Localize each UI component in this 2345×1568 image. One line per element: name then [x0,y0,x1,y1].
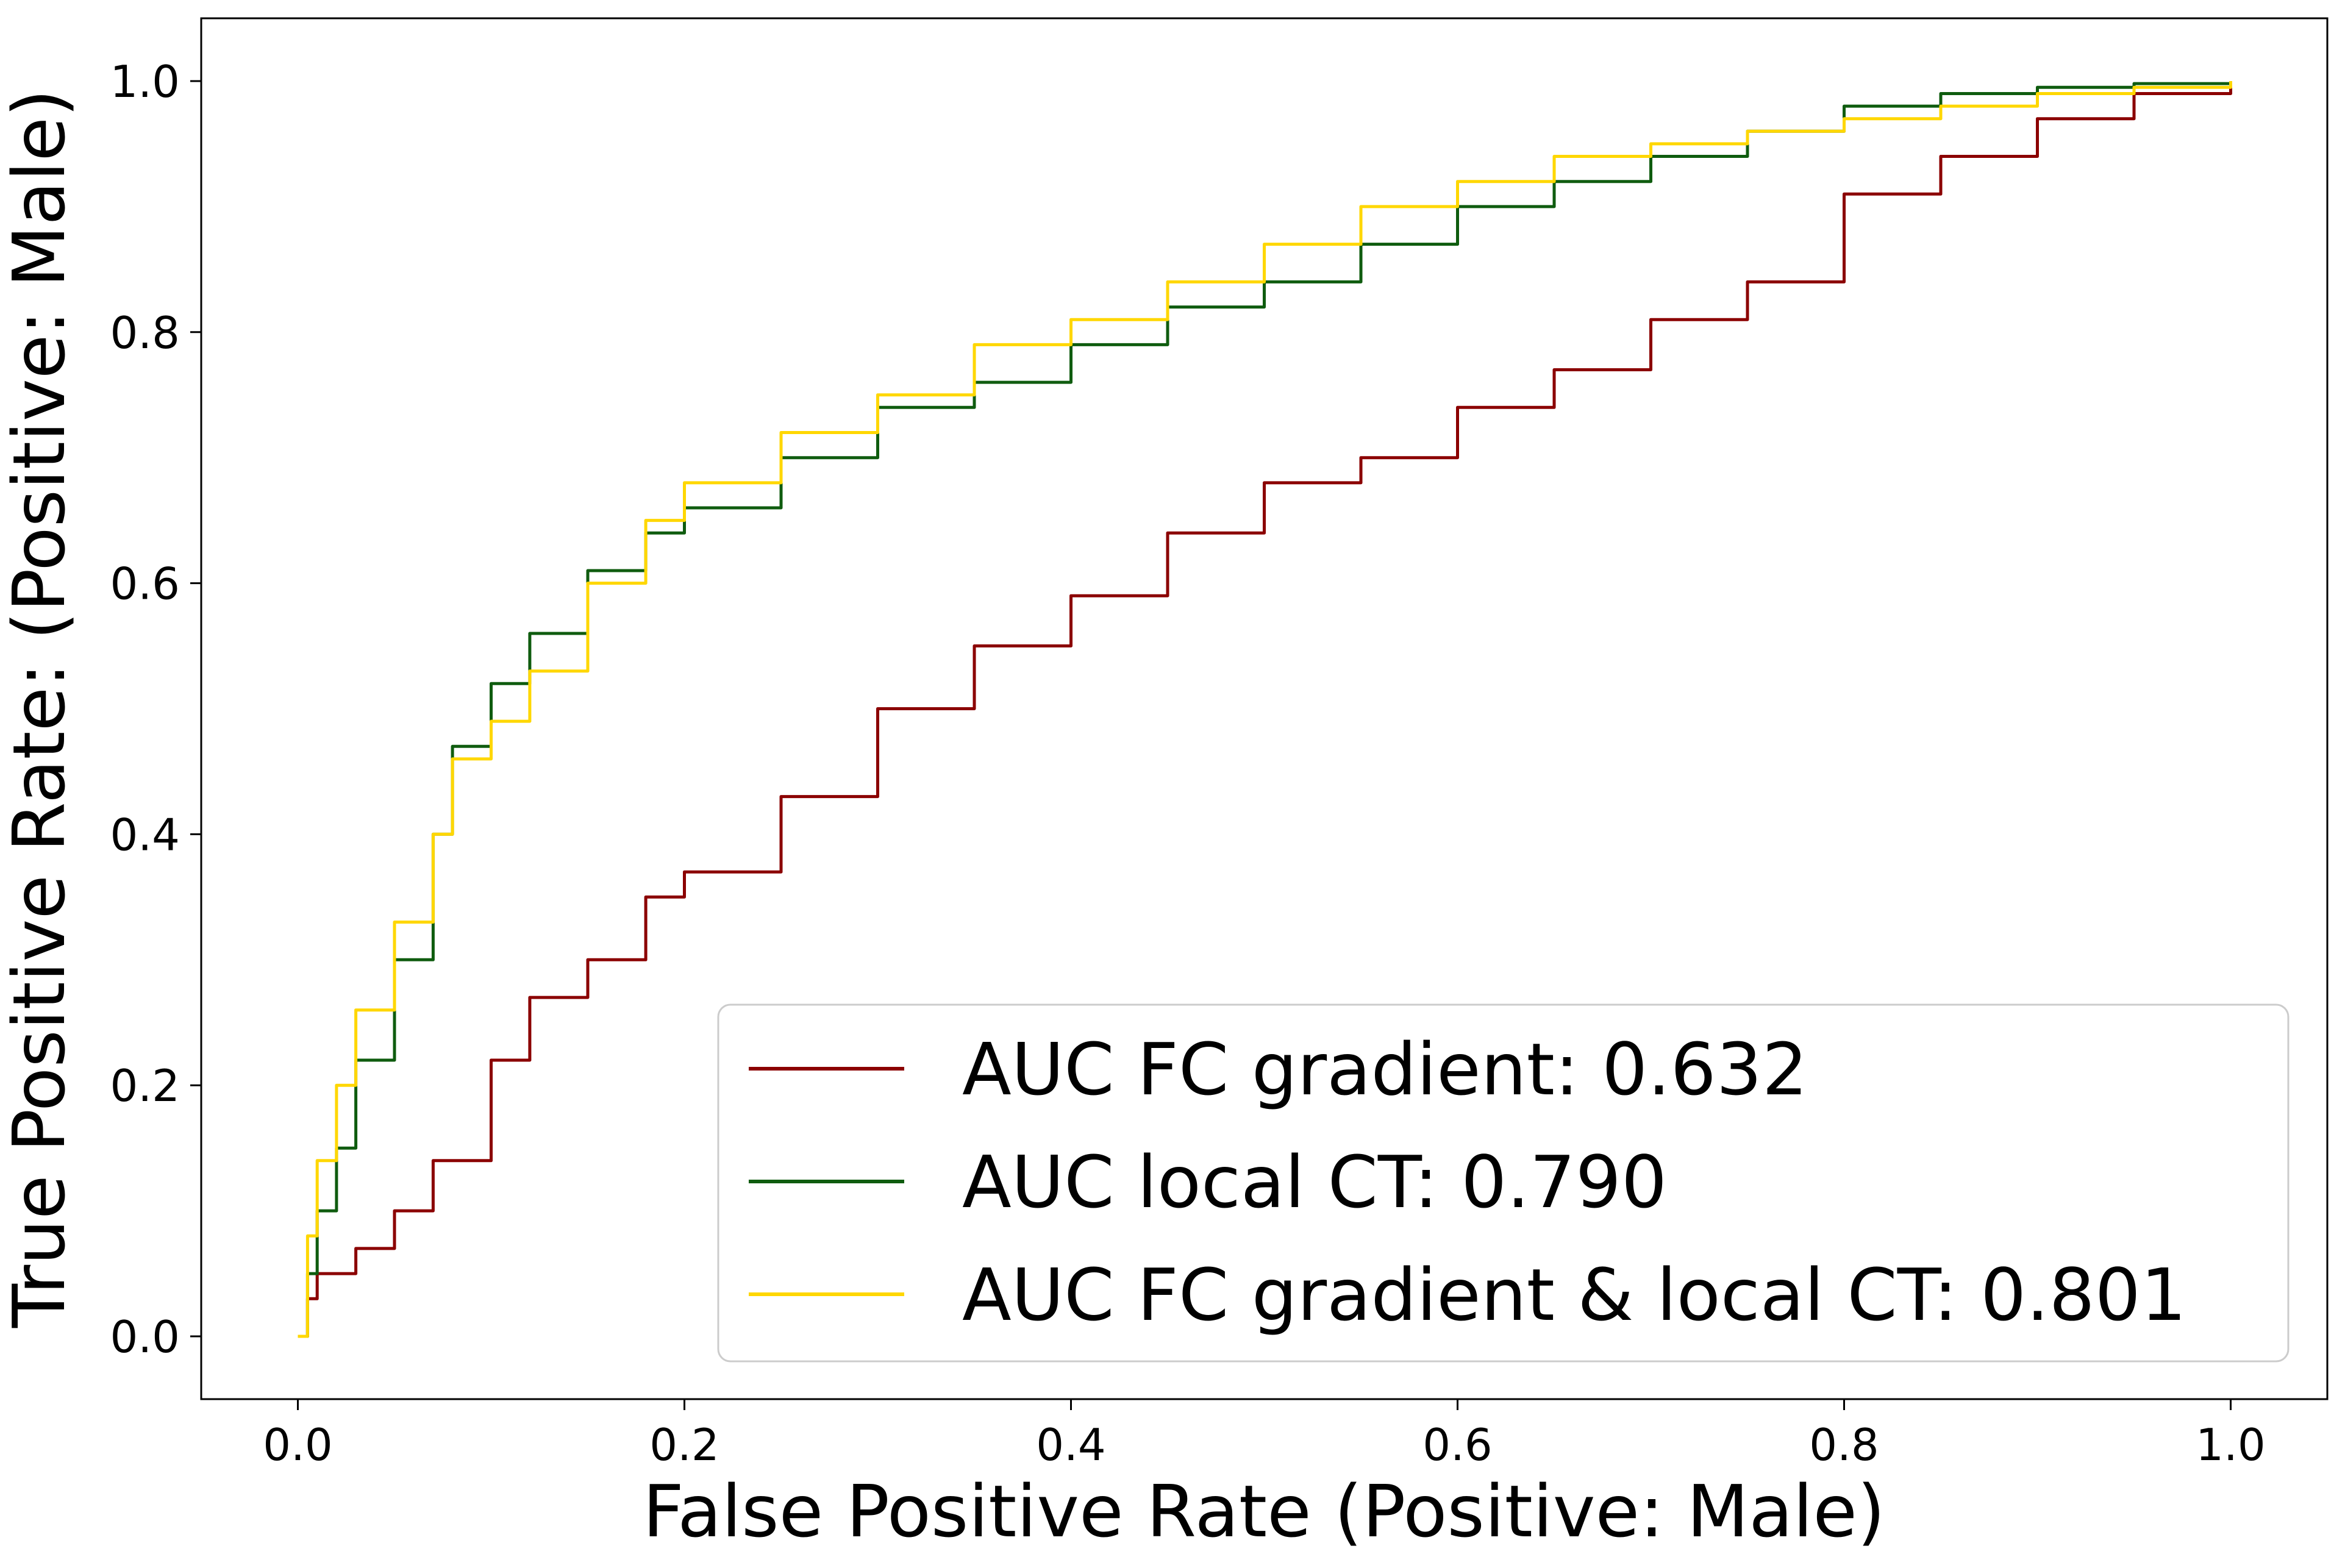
y-tick-label: 0.0 [110,1311,180,1363]
series-line-1 [298,81,2232,1338]
x-tick-label: 1.0 [2196,1419,2266,1470]
x-tick-label: 0.8 [1809,1419,1879,1470]
x-tick-label: 0.6 [1422,1419,1493,1470]
legend-box [717,1003,2290,1363]
x-tick-label: 0.4 [1036,1419,1106,1470]
legend: AUC FC gradient: 0.632 AUC local CT: 0.79… [717,1003,2290,1363]
series-layer [298,81,2232,1338]
legend-label-3: AUC FC gradient & local CT: 0.801 [962,1253,2186,1337]
y-tick-label: 0.8 [110,307,180,358]
series-line-3 [298,81,2232,1338]
y-tick-label: 1.0 [110,56,180,107]
x-tick-label: 0.0 [263,1419,333,1470]
legend-label-1: AUC FC gradient: 0.632 [962,1027,1808,1111]
legend-label-2: AUC local CT: 0.790 [962,1140,1667,1224]
x-tick-label: 0.2 [649,1419,719,1470]
y-tick-label: 0.4 [110,809,180,860]
y-tick-label: 0.6 [110,558,180,610]
y-tick-label: 0.2 [110,1060,180,1111]
x-axis-label: False Positive Rate (Positive: Male) [643,1469,1885,1553]
y-axis-ticks: 0.0 0.2 0.4 0.6 0.8 1.0 [110,56,201,1363]
x-axis-ticks: 0.0 0.2 0.4 0.6 0.8 1.0 [263,1399,2266,1470]
y-axis-label: True Positive Rate: (Positive: Male) [0,89,81,1328]
